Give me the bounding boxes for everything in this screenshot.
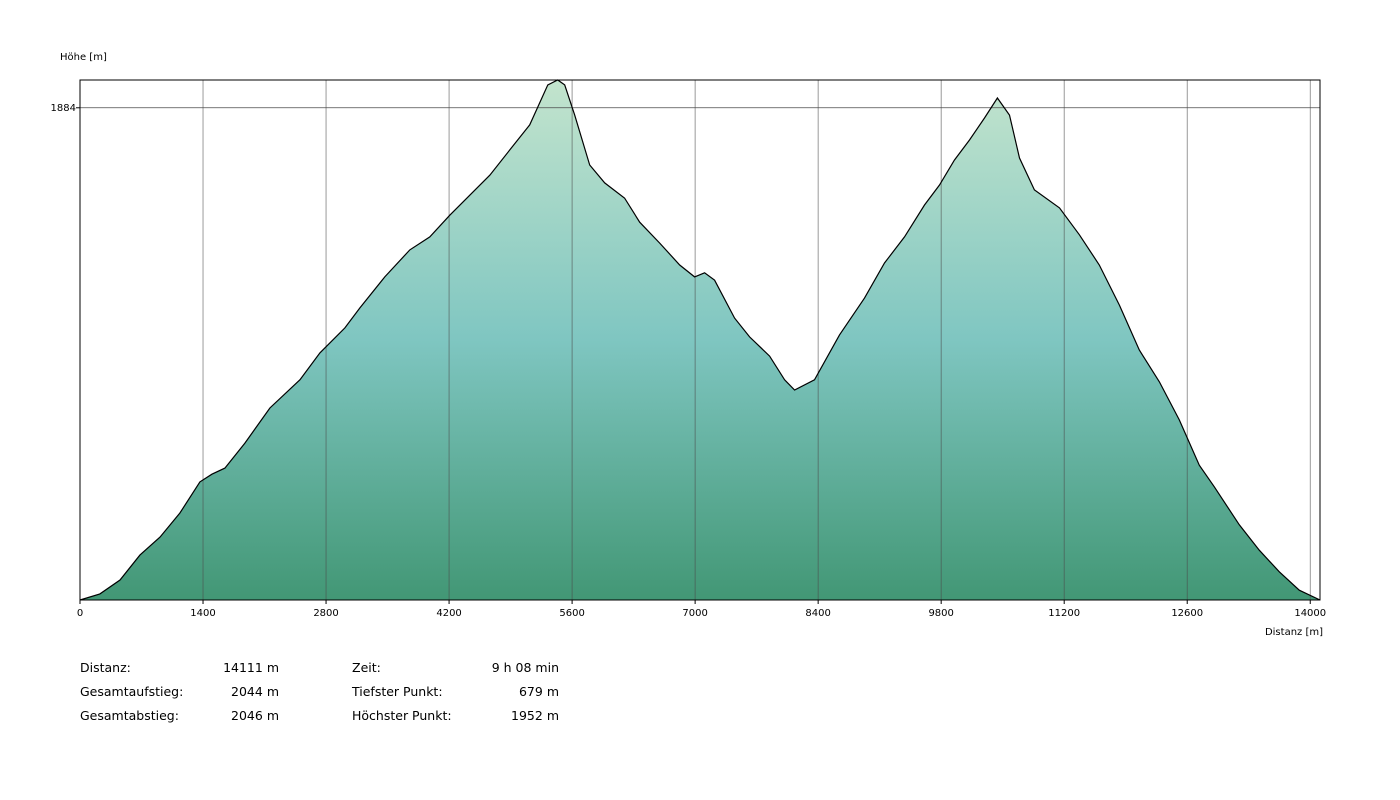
- x-tick-label: 1400: [190, 608, 215, 619]
- plot-border: [79, 79, 1321, 601]
- x-tick-label: 12600: [1171, 608, 1203, 619]
- x-tick-label: 5600: [559, 608, 584, 619]
- y-axis-label: Höhe [m]: [60, 52, 107, 63]
- x-tick-label: 14000: [1294, 608, 1326, 619]
- x-tick-label: 11200: [1048, 608, 1080, 619]
- stat-label: Gesamtaufstieg:: [80, 684, 183, 699]
- stat-label: Tiefster Punkt:: [351, 684, 443, 699]
- stat-label: Gesamtabstieg:: [80, 708, 179, 723]
- x-tick-label: 7000: [682, 608, 707, 619]
- y-tick-label: 1884: [51, 103, 76, 114]
- stat-value: 9 h 08 min: [492, 660, 559, 675]
- area-fill: [80, 80, 1320, 600]
- stat-value: 2044 m: [231, 684, 279, 699]
- x-axis-label: Distanz [m]: [1265, 627, 1323, 638]
- x-tick-label: 4200: [436, 608, 461, 619]
- stat-label: Zeit:: [352, 660, 381, 675]
- x-tick-label: 8400: [805, 608, 830, 619]
- x-tick-label: 9800: [928, 608, 953, 619]
- profile-line: [79, 79, 1321, 601]
- stat-value: 679 m: [519, 684, 559, 699]
- stat-value: 14111 m: [223, 660, 279, 675]
- stat-value: 1952 m: [511, 708, 559, 723]
- stat-label: Höchster Punkt:: [352, 708, 452, 723]
- stat-label: Distanz:: [80, 660, 131, 675]
- stat-value: 2046 m: [231, 708, 279, 723]
- x-tick-label: 0: [77, 608, 83, 619]
- x-tick-label: 2800: [313, 608, 338, 619]
